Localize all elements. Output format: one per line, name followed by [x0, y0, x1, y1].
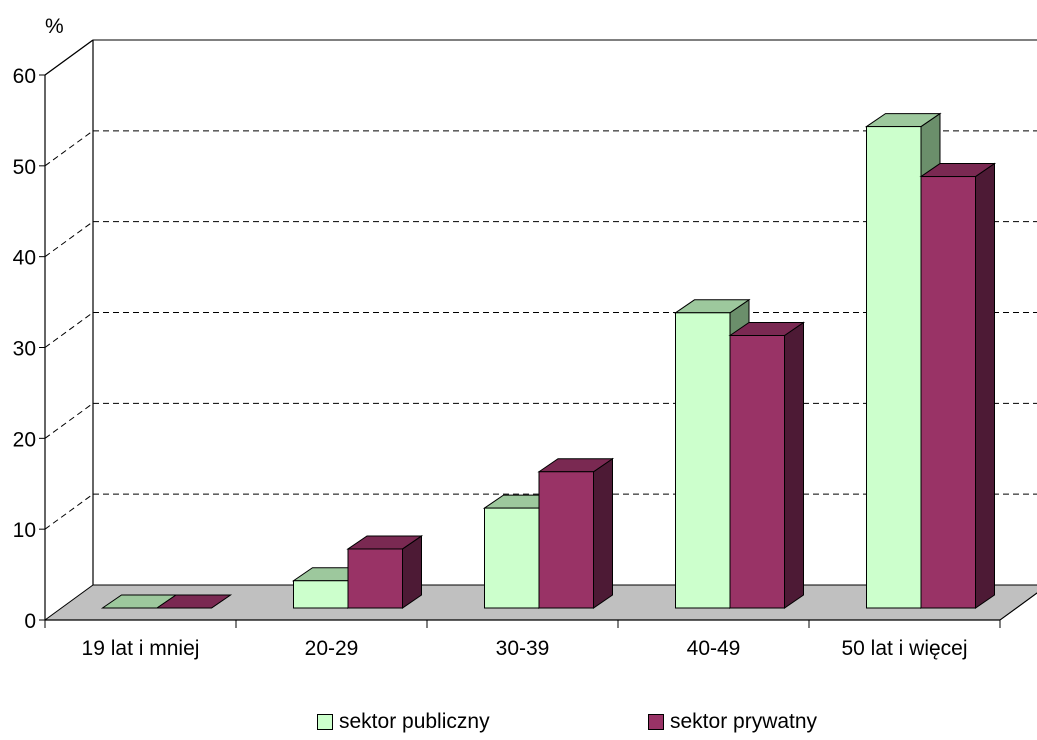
- gridline-diagonal: [44, 402, 94, 439]
- y-tick-label: 0: [24, 610, 36, 633]
- gridline-diagonal: [44, 312, 94, 348]
- side-wall-top-edge: [44, 39, 94, 76]
- bar-private: [728, 321, 806, 609]
- legend: sektor publiczny sektor prywatny: [0, 710, 1037, 736]
- x-tick-label: 30-39: [496, 637, 550, 660]
- bar-front: [538, 471, 594, 609]
- y-tick-label: 50: [13, 156, 36, 179]
- x-tick-labels: 19 lat i mniej 20-29 30-39 40-49 50 lat i wi…: [44, 620, 1001, 660]
- legend-swatch-private: [648, 714, 664, 730]
- bar-top: [155, 594, 233, 609]
- bar-private: [346, 535, 424, 609]
- bar-side: [593, 457, 613, 609]
- bar-front: [729, 335, 785, 609]
- legend-item-private: sektor prywatny: [648, 710, 817, 734]
- legend-label-private: sektor prywatny: [670, 710, 818, 733]
- bar-front: [866, 126, 922, 609]
- gridline-diagonal: [44, 130, 94, 167]
- legend-label-public: sektor publiczny: [339, 710, 490, 733]
- floor-right-edge: [999, 592, 1037, 621]
- x-tick-label: 19 lat i mniej: [82, 637, 200, 660]
- x-tick-label: 40-49: [687, 637, 741, 660]
- y-tick-label: 20: [13, 428, 36, 451]
- bar-front: [675, 312, 731, 609]
- bar-private: [537, 457, 615, 609]
- y-tick-label: 30: [13, 338, 36, 361]
- bar-front: [347, 548, 403, 609]
- y-tick-labels: 0 10 20 30 40 50 60: [13, 65, 45, 633]
- bars: [100, 112, 997, 609]
- y-tick-label: 40: [13, 247, 36, 270]
- legend-item-public: sektor publiczny: [317, 710, 490, 734]
- bar-front: [293, 580, 349, 609]
- bar-front: [920, 176, 976, 609]
- bar-private: [919, 162, 997, 609]
- x-tick-label: 20-29: [305, 637, 359, 660]
- bar-chart: 0 10 20 30 40 50 60 19 lat i mniej 20-29 30-39 40…: [13, 15, 1037, 660]
- bar-side: [784, 321, 804, 609]
- gridline-diagonal: [44, 221, 94, 258]
- bar-private: [155, 594, 233, 609]
- y-tick-label: 10: [13, 519, 36, 542]
- gridline-diagonal: [44, 493, 94, 530]
- x-tick-label: 50 lat i więcej: [841, 637, 967, 660]
- y-tick-label: 60: [13, 65, 36, 88]
- bar-front: [484, 507, 540, 609]
- y-axis-label: %: [45, 15, 64, 38]
- bar-side: [975, 162, 995, 609]
- legend-swatch-public: [317, 714, 333, 730]
